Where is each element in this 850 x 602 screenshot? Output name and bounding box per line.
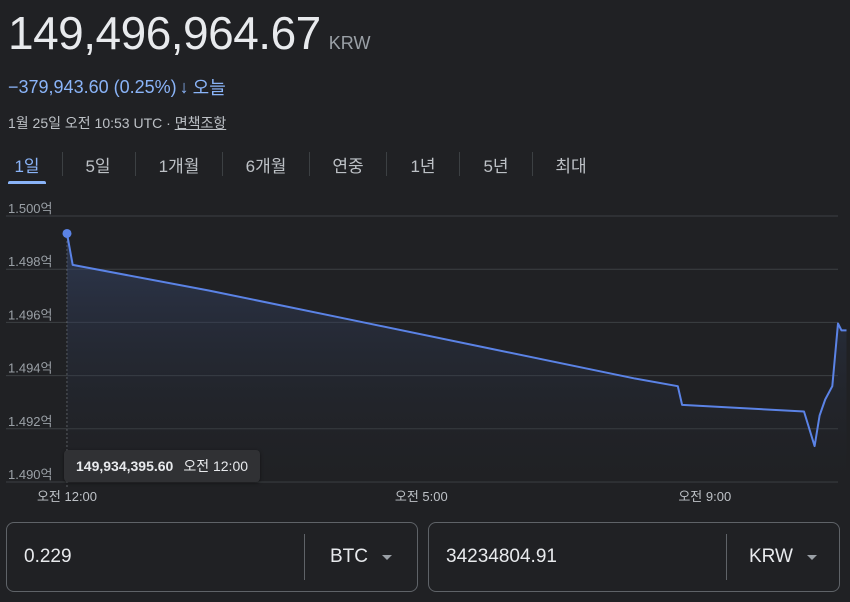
timestamp: 1월 25일 오전 10:53 UTC ·: [8, 115, 175, 131]
price-change: −379,943.60 (0.25%) ↓ 오늘: [8, 74, 226, 100]
tab-separator: [62, 152, 63, 176]
x-tick-label: 오전 5:00: [395, 489, 448, 504]
tab-ytd[interactable]: 연중: [332, 157, 364, 176]
converter-divider: [304, 534, 305, 580]
y-tick-label: 1.494억: [8, 361, 53, 376]
change-period: 오늘: [192, 78, 226, 98]
from-currency-label: BTC: [330, 546, 368, 567]
tooltip-value: 149,934,395.60: [76, 458, 174, 474]
y-tick-label: 1.490억: [8, 467, 53, 482]
price-line: [66, 233, 847, 448]
y-tick-label: 1.492억: [8, 414, 53, 429]
tab-separator: [386, 152, 387, 176]
price-area-fill: [67, 233, 847, 482]
converter-divider: [726, 534, 727, 580]
current-price: 149,496,964.67: [8, 7, 321, 59]
tab-5d[interactable]: 5일: [85, 157, 111, 176]
tab-separator: [459, 152, 460, 176]
tab-separator: [532, 152, 533, 176]
x-tick-label: 오전 12:00: [37, 489, 97, 504]
arrow-down-icon: ↓: [179, 76, 189, 97]
tab-1m[interactable]: 1개월: [158, 157, 200, 176]
tab-5y[interactable]: 5년: [483, 157, 509, 176]
to-currency-select[interactable]: KRW: [727, 546, 839, 568]
y-tick-label: 1.496억: [8, 307, 53, 322]
to-amount-input[interactable]: [429, 545, 726, 569]
chevron-down-icon: [382, 554, 392, 560]
from-amount-input[interactable]: [7, 545, 304, 569]
tab-separator: [309, 152, 310, 176]
from-currency-select[interactable]: BTC: [305, 546, 417, 568]
to-currency-label: KRW: [749, 546, 793, 567]
hover-point-marker: [62, 228, 72, 238]
chevron-down-icon: [806, 554, 817, 560]
disclaimer-link[interactable]: 면책조항: [174, 115, 227, 131]
x-tick-label: 오전 9:00: [678, 489, 731, 504]
change-value: −379,943.60 (0.25%): [8, 76, 177, 97]
timestamp-row: 1월 25일 오전 10:53 UTC · 면책조항: [8, 113, 226, 133]
tab-separator: [222, 152, 223, 176]
tab-1d[interactable]: 1일: [8, 148, 46, 184]
price-currency: KRW: [328, 33, 371, 53]
price-header: 149,496,964.67 KRW: [8, 6, 370, 60]
tab-6m[interactable]: 6개월: [245, 157, 287, 176]
tab-max[interactable]: 최대: [555, 157, 587, 176]
range-tabs: 1일 5일 1개월 6개월 연중 1년 5년 최대: [8, 148, 591, 184]
converter-from: BTC: [6, 522, 418, 592]
converter-to: KRW: [428, 522, 840, 592]
tab-separator: [135, 152, 136, 176]
tooltip-time: 오전 12:00: [183, 458, 249, 474]
y-tick-label: 1.500억: [8, 201, 53, 216]
y-tick-label: 1.498억: [8, 254, 53, 269]
tab-1y[interactable]: 1년: [410, 157, 436, 176]
chart-tooltip: 149,934,395.60 오전 12:00: [64, 450, 261, 482]
